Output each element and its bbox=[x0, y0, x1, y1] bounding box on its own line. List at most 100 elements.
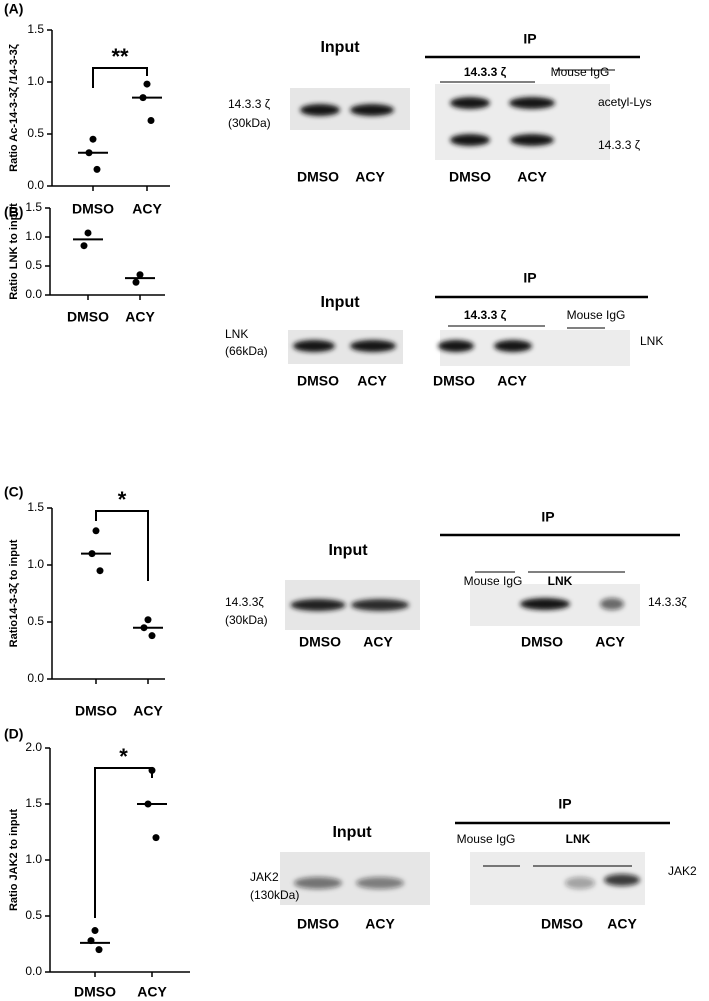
input-title: Input bbox=[332, 824, 372, 841]
y-tick-label: 0.0 bbox=[25, 964, 42, 978]
ip-group-label: Mouse IgG bbox=[551, 65, 610, 79]
data-point bbox=[80, 242, 88, 250]
band bbox=[600, 598, 624, 610]
band bbox=[350, 340, 396, 352]
y-tick-label: 0.0 bbox=[25, 287, 42, 301]
y-tick-label: 1.0 bbox=[25, 852, 42, 866]
data-point bbox=[147, 116, 155, 124]
input-title: Input bbox=[320, 39, 360, 56]
y-axis-label: Ratio LNK to input bbox=[8, 203, 20, 300]
y-tick-label: 0.5 bbox=[25, 258, 42, 272]
ip-group-label: Mouse IgG bbox=[464, 574, 523, 588]
lane-label: DMSO bbox=[449, 169, 491, 185]
data-point bbox=[152, 834, 160, 842]
marker-label: LNK bbox=[225, 327, 248, 341]
y-axis-label: Ratio14-3-3ζ to input bbox=[8, 539, 20, 647]
data-point bbox=[91, 927, 99, 935]
data-point bbox=[143, 80, 151, 88]
blot-membrane bbox=[435, 84, 610, 160]
marker-label: 14.3.3 ζ bbox=[228, 97, 271, 111]
lane-label: DMSO bbox=[297, 916, 339, 932]
ip-group-label: 14.3.3 ζ bbox=[464, 308, 507, 322]
band bbox=[510, 134, 554, 146]
y-tick-label: 1.0 bbox=[27, 74, 44, 88]
band bbox=[290, 599, 346, 611]
band-label: 14.3.3ζ bbox=[648, 595, 687, 609]
ip-group-label: LNK bbox=[548, 574, 573, 588]
significance-label: ** bbox=[111, 44, 129, 69]
lane-label: DMSO bbox=[433, 373, 475, 389]
band-label: LNK bbox=[640, 334, 663, 348]
lane-label: ACY bbox=[365, 916, 395, 932]
ip-group-label: LNK bbox=[566, 832, 591, 846]
band bbox=[450, 97, 490, 109]
y-tick-label: 2.0 bbox=[25, 740, 42, 754]
x-tick-label: DMSO bbox=[74, 984, 116, 1000]
y-axis-label: Ratio JAK2 to input bbox=[8, 809, 20, 911]
panel-label: (C) bbox=[4, 484, 23, 500]
band bbox=[300, 104, 340, 116]
ip-group-label: 14.3.3 ζ bbox=[464, 65, 507, 79]
marker-label: (30kDa) bbox=[225, 613, 268, 627]
data-point bbox=[92, 527, 100, 535]
data-point bbox=[93, 165, 101, 173]
band bbox=[356, 877, 404, 889]
x-tick-label: DMSO bbox=[67, 309, 109, 325]
band bbox=[294, 877, 342, 889]
x-tick-label: ACY bbox=[133, 703, 163, 719]
data-point bbox=[89, 135, 97, 143]
data-point bbox=[84, 229, 92, 237]
panel-label: (A) bbox=[4, 1, 23, 17]
input-title: Input bbox=[320, 294, 360, 311]
band bbox=[351, 599, 409, 611]
data-point bbox=[96, 567, 104, 575]
y-tick-label: 1.0 bbox=[27, 557, 44, 571]
ip-title: IP bbox=[523, 31, 536, 47]
y-tick-label: 1.5 bbox=[25, 796, 42, 810]
x-tick-label: DMSO bbox=[72, 201, 114, 217]
data-point bbox=[148, 632, 156, 640]
panel-label: (D) bbox=[4, 726, 23, 742]
significance-bracket bbox=[92, 67, 148, 88]
significance-label: * bbox=[118, 487, 127, 512]
y-axis-label: Ratio Ac-14-3-3ζ /14-3-3ζ bbox=[8, 44, 20, 172]
band bbox=[604, 874, 640, 886]
marker-label: JAK2 bbox=[250, 870, 279, 884]
band bbox=[494, 340, 532, 352]
y-tick-label: 1.0 bbox=[25, 229, 42, 243]
y-tick-label: 0.0 bbox=[27, 178, 44, 192]
lane-label: DMSO bbox=[297, 169, 339, 185]
lane-label: ACY bbox=[517, 169, 547, 185]
ip-group-label: Mouse IgG bbox=[457, 832, 516, 846]
band-label: JAK2 bbox=[668, 864, 697, 878]
lane-label: DMSO bbox=[541, 916, 583, 932]
input-title: Input bbox=[328, 542, 368, 559]
y-tick-label: 0.0 bbox=[27, 671, 44, 685]
marker-label: 14.3.3ζ bbox=[225, 595, 264, 609]
marker-label: (30kDa) bbox=[228, 116, 271, 130]
significance-bracket bbox=[94, 767, 153, 918]
x-tick-label: DMSO bbox=[75, 703, 117, 719]
y-tick-label: 0.5 bbox=[27, 614, 44, 628]
x-tick-label: ACY bbox=[132, 201, 162, 217]
ip-group-label: Mouse IgG bbox=[567, 308, 626, 322]
y-tick-label: 0.5 bbox=[25, 908, 42, 922]
ip-title: IP bbox=[541, 509, 554, 525]
y-tick-label: 0.5 bbox=[27, 126, 44, 140]
y-tick-label: 1.5 bbox=[27, 22, 44, 36]
lane-label: DMSO bbox=[521, 634, 563, 650]
band bbox=[520, 598, 570, 610]
ip-title: IP bbox=[558, 796, 571, 812]
marker-label: (130kDa) bbox=[250, 888, 299, 902]
data-point bbox=[132, 278, 140, 286]
data-point bbox=[95, 946, 103, 954]
y-tick-label: 1.5 bbox=[25, 200, 42, 214]
lane-label: ACY bbox=[497, 373, 527, 389]
band bbox=[450, 134, 490, 146]
significance-label: * bbox=[119, 744, 128, 769]
data-point bbox=[136, 271, 144, 279]
y-tick-label: 1.5 bbox=[27, 500, 44, 514]
band bbox=[438, 340, 474, 352]
lane-label: DMSO bbox=[297, 373, 339, 389]
